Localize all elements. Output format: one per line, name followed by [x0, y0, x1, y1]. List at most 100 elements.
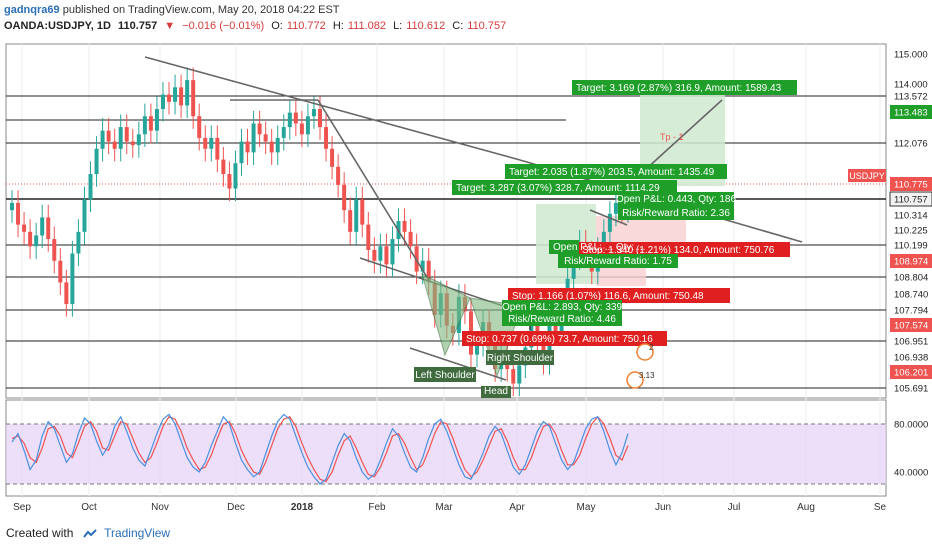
rsi-tick-label: 40.0000: [894, 468, 928, 479]
candle-body: [160, 94, 165, 110]
candle-body: [22, 224, 27, 232]
price-tick-label: 110.314: [894, 211, 928, 222]
symbol-name: OANDA:USDJPY, 1D: [4, 20, 111, 32]
target-label-2: Target: 2.035 (1.87%) 203.5, Amount: 143…: [509, 167, 715, 178]
stoch-rsi: 80.0000 40.0000: [6, 413, 928, 485]
time-tick-label: Nov: [151, 502, 169, 513]
price-badge: [889, 191, 932, 207]
candle-body: [275, 137, 280, 153]
price-tick-label: 107.794: [894, 306, 928, 317]
candle-body: [16, 202, 21, 225]
candle-body: [185, 80, 190, 106]
candle-body: [233, 163, 238, 189]
candle-body: [305, 116, 310, 135]
event-icon-label: 2: [649, 343, 654, 352]
candle-body: [227, 174, 232, 189]
candle-body: [173, 87, 178, 102]
candle-body: [106, 130, 111, 142]
time-tick-label: Jul: [728, 502, 741, 513]
candle-body: [46, 217, 51, 240]
candle-body: [384, 246, 389, 265]
trendline: [317, 99, 431, 283]
created-with-text: Created with: [6, 526, 74, 540]
time-tick-label: Aug: [797, 502, 815, 513]
head-label-box: [481, 386, 511, 398]
price-badge: [890, 318, 932, 332]
price-tick-label: 110.225: [894, 226, 928, 237]
candle-body: [70, 253, 75, 305]
ohlc-open: O: 110.772: [271, 20, 326, 32]
tradingview-brand[interactable]: TradingView: [104, 526, 171, 540]
tp-label: Tp - 1: [660, 132, 684, 142]
candle-body: [136, 134, 141, 146]
candle-body: [475, 343, 480, 355]
target-label-1: Target: 3.169 (2.87%) 316.9, Amount: 158…: [576, 83, 782, 94]
left-shoulder-label: Left Shoulder: [415, 370, 475, 381]
candle-body: [336, 166, 341, 185]
openpl-label-1: Open P&L: 0.443, Qty: 186: [616, 194, 737, 205]
price-badge: [890, 365, 932, 379]
trendline: [409, 347, 507, 381]
price-tick-label: 108.804: [894, 273, 928, 284]
event-icon: [626, 371, 644, 389]
candle-body: [245, 141, 250, 153]
candle-body: [58, 260, 63, 283]
candle-body: [318, 109, 322, 128]
candle-body: [88, 174, 93, 200]
rsi-tick-label: 80.0000: [894, 420, 928, 431]
time-tick-label: 2018: [291, 502, 314, 513]
stop-label-2-box: [508, 288, 730, 303]
openpl-label-1-box: [618, 192, 734, 206]
trendline: [644, 99, 723, 171]
price-tick-label: 107.574: [894, 321, 928, 332]
candle-body: [64, 282, 69, 305]
price-tick-label: 115.000: [894, 50, 928, 61]
rr-label-2-box: [558, 254, 678, 268]
candle-body: [239, 141, 244, 164]
candle-body: [28, 231, 33, 247]
candle-body: [118, 127, 123, 149]
openpl-label-2-box: [549, 240, 579, 254]
left-shoulder-label-box: [414, 367, 476, 382]
price-badge: [890, 177, 932, 191]
author-name[interactable]: gadnqra69: [4, 4, 60, 16]
stop-label-1-box: [578, 242, 790, 257]
price-badge: [890, 254, 932, 268]
candle-body: [342, 184, 347, 211]
candle-body: [148, 116, 153, 131]
candle-body: [203, 137, 208, 149]
price-tick-label: 112.076: [894, 139, 928, 150]
rr-label-1-box: [618, 206, 734, 220]
right-shoulder-label-box: [486, 350, 554, 365]
candle-body: [311, 109, 316, 117]
candle-body: [40, 217, 45, 236]
event-icon-label: 3.13: [639, 371, 655, 380]
candle-body: [360, 199, 365, 225]
candle-body: [112, 141, 117, 149]
trendline: [589, 209, 628, 226]
candle-body: [293, 112, 298, 124]
candle-body: [154, 109, 159, 131]
target-label-1-box: [572, 80, 797, 95]
candle-body: [281, 127, 286, 138]
candle-body: [167, 94, 172, 102]
candle-body: [215, 137, 220, 160]
time-axis[interactable]: Sep Oct Nov Dec 2018 Feb Mar Apr May Jun Jul Aug Se: [13, 502, 886, 513]
ohlc-low: L: 110.612: [393, 20, 446, 32]
published-text: published on TradingView.com, May 20, 20…: [62, 4, 340, 16]
rr-label-3-box: [502, 312, 622, 326]
price-tick-label: 114.000: [894, 80, 928, 91]
price-tick-label: 110.757: [894, 195, 928, 206]
grid: [21, 44, 881, 496]
symbol-tag-label: USDJPY: [849, 171, 885, 181]
rsi-d-line: [11, 415, 629, 483]
time-tick-label: Sep: [13, 502, 31, 513]
candle-body: [511, 369, 516, 384]
candle-body: [100, 130, 105, 149]
candle-body: [613, 202, 618, 214]
time-tick-label: Apr: [509, 502, 525, 513]
price-tick-label: 106.938: [894, 353, 928, 364]
time-tick-label: Se: [874, 502, 887, 513]
